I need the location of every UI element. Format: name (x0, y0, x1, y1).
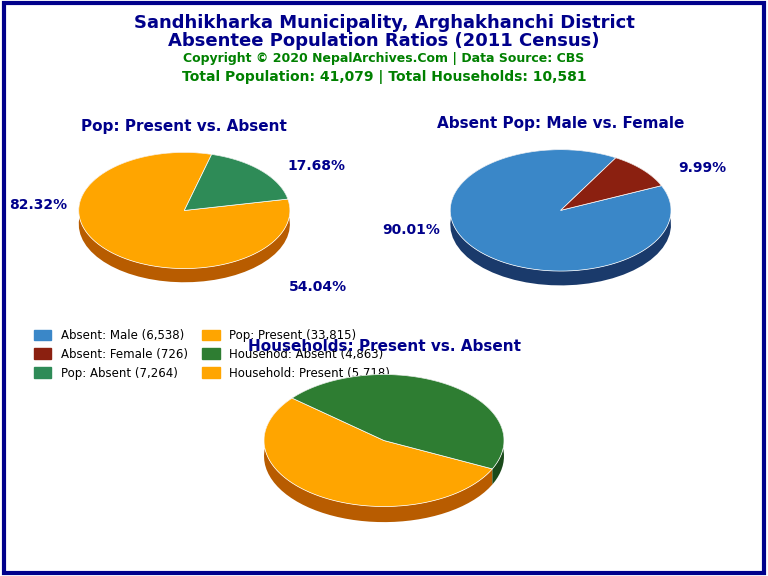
Polygon shape (184, 154, 288, 210)
Polygon shape (264, 398, 492, 522)
Polygon shape (616, 158, 661, 200)
Polygon shape (79, 153, 290, 268)
Polygon shape (264, 398, 492, 506)
Text: 17.68%: 17.68% (287, 159, 346, 173)
Polygon shape (292, 374, 504, 484)
Polygon shape (450, 150, 671, 271)
Text: 90.01%: 90.01% (382, 223, 441, 237)
Text: Total Population: 41,079 | Total Households: 10,581: Total Population: 41,079 | Total Househo… (182, 70, 586, 84)
Title: Absent Pop: Male vs. Female: Absent Pop: Male vs. Female (437, 116, 684, 131)
Text: 82.32%: 82.32% (9, 198, 68, 212)
Polygon shape (292, 374, 504, 469)
Title: Households: Present vs. Absent: Households: Present vs. Absent (247, 339, 521, 354)
Legend: Absent: Male (6,538), Absent: Female (726), Pop: Absent (7,264), Pop: Present (3: Absent: Male (6,538), Absent: Female (72… (29, 324, 395, 384)
Text: Copyright © 2020 NepalArchives.Com | Data Source: CBS: Copyright © 2020 NepalArchives.Com | Dat… (184, 52, 584, 65)
Text: 9.99%: 9.99% (678, 161, 726, 176)
Polygon shape (561, 158, 661, 210)
Polygon shape (450, 150, 671, 286)
Polygon shape (79, 153, 290, 282)
Text: Absentee Population Ratios (2011 Census): Absentee Population Ratios (2011 Census) (168, 32, 600, 50)
Text: Sandhikharka Municipality, Arghakhanchi District: Sandhikharka Municipality, Arghakhanchi … (134, 14, 634, 32)
Text: 54.04%: 54.04% (289, 280, 347, 294)
Polygon shape (212, 154, 288, 213)
Title: Pop: Present vs. Absent: Pop: Present vs. Absent (81, 119, 287, 134)
